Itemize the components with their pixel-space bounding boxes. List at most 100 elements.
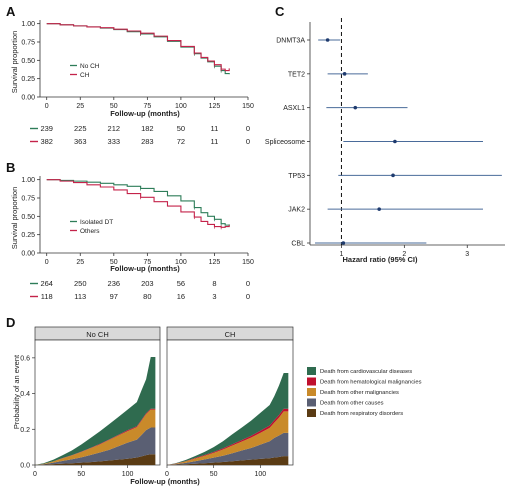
x-tick-label: 50 [110, 103, 118, 110]
legend-label-3: Death from other causes [320, 401, 384, 407]
legend-label-0: Death from cardiovascular diseases [320, 369, 412, 375]
hr-point [342, 72, 347, 76]
x-tick-label: 125 [209, 103, 221, 110]
hr-point [377, 207, 381, 211]
d-x-tick-label: 0 [33, 471, 37, 478]
panel-a-risk-table: 239 225 212 182 50 11 0 382 363 333 283 72 11 0 [30, 124, 250, 146]
risk-count: 363 [74, 137, 87, 146]
hr-point [353, 105, 358, 110]
y-tick-label: 0.75 [21, 40, 35, 47]
hr-point [391, 173, 395, 178]
y-tick-label: 0.25 [21, 76, 35, 83]
risk-count: 97 [110, 292, 118, 301]
risk-count: 11 [211, 124, 219, 133]
risk-count: 283 [141, 137, 154, 146]
risk-count: 250 [74, 279, 87, 288]
panel-a-legend: No CH CH [70, 63, 100, 79]
risk-count: 239 [40, 124, 53, 133]
d-x-tick-label: 0 [165, 471, 169, 478]
panel-a-axes: 0.00 0.25 0.50 0.75 1.00 0 25 50 75 100 125 150 [21, 20, 254, 110]
risk-count: 56 [177, 279, 185, 288]
panel-c-rows: DNMT3A TET2 ASXL1 Spliceosome TP53 JAK2 CBL [265, 38, 502, 248]
panel-letter-c: C [275, 4, 285, 19]
area-0-0 [35, 454, 156, 465]
risk-count: 118 [41, 292, 53, 301]
risk-count: 203 [141, 279, 154, 288]
panel-letter-b: B [6, 160, 15, 175]
panel-b-survival-chart: 0.00 0.25 0.50 0.75 1.00 0 25 50 75 100 125 150 Iso… [10, 176, 254, 301]
panel-d-xlabel: Follow-up (months) [130, 477, 200, 486]
d-x-tick-label: 100 [254, 471, 266, 478]
hr-point [325, 38, 330, 42]
legend-swatch-0 [307, 367, 316, 375]
y-tick-label: 0.75 [21, 196, 35, 203]
x-tick-label: 150 [242, 103, 254, 110]
d-x-tick-label: 100 [122, 471, 134, 478]
panel-a-curves [46, 23, 230, 75]
c-x-tick-label: 3 [465, 251, 469, 258]
panel-b-curves [46, 179, 230, 230]
area-1-1 [167, 432, 289, 465]
risk-count: 382 [40, 137, 53, 146]
panel-d-areas [35, 356, 289, 465]
y-tick-label: 1.00 [21, 177, 35, 184]
risk-count: 0 [246, 137, 250, 146]
x-tick-label: 0 [45, 103, 49, 110]
area-0-2 [35, 409, 156, 465]
legend-label-1: CH [80, 72, 90, 79]
x-tick-label: 100 [175, 259, 187, 266]
x-tick-label: 25 [76, 103, 84, 110]
panel-b-xlabel: Follow-up (months) [110, 264, 180, 273]
panel-b-axes: 0.00 0.25 0.50 0.75 1.00 0 25 50 75 100 125 150 [21, 176, 254, 266]
panel-b-legend: Isolated DT Others [70, 219, 113, 235]
hr-point [341, 241, 346, 245]
gene-label: Spliceosome [265, 139, 305, 146]
legend-label-2: Death from other malignancies [320, 390, 399, 396]
legend-swatch-3 [307, 398, 316, 407]
x-tick-label: 150 [242, 259, 254, 266]
panel-d-legend: Death from cardiovascular diseases Death … [307, 367, 422, 417]
legend-label-4: Death from respiratory disorders [320, 411, 403, 417]
risk-count: 236 [108, 279, 121, 288]
risk-count: 3 [212, 292, 216, 301]
gene-label: DNMT3A [276, 38, 305, 45]
area-0-4 [35, 356, 156, 465]
panel-b-ylabel: Survival proportion [10, 187, 19, 250]
d-y-tick-label: 0.0 [20, 463, 30, 470]
legend-swatch-1 [307, 377, 316, 386]
gene-label: TP53 [288, 173, 305, 180]
panel-letter-d: D [6, 315, 15, 330]
panel-c-forest-plot: 1 2 3 DNMT3A TET2 ASXL1 Spliceosome TP53 JAK2 CB… [265, 18, 505, 264]
risk-count: 80 [143, 292, 151, 301]
x-tick-label: 125 [209, 259, 221, 266]
panel-d-facet-headers: No CH CH [34, 326, 294, 341]
gene-label: ASXL1 [283, 105, 305, 112]
d-y-tick-label: 0.4 [20, 391, 30, 398]
risk-count: 72 [177, 137, 185, 146]
legend-swatch-4 [307, 409, 316, 417]
y-tick-label: 0.00 [21, 251, 35, 258]
d-x-tick-label: 50 [77, 471, 85, 478]
area-1-4 [167, 373, 289, 465]
risk-count: 50 [177, 124, 185, 133]
facet-label-1: CH [225, 330, 236, 339]
y-tick-label: 1.00 [21, 21, 35, 28]
d-y-tick-label: 0.6 [20, 355, 30, 362]
survival-curve-1 [46, 179, 230, 228]
gene-label: JAK2 [288, 207, 305, 214]
d-x-tick-label: 50 [210, 471, 218, 478]
legend-label-0: Isolated DT [80, 219, 113, 226]
x-tick-label: 75 [143, 259, 151, 266]
panel-a-ylabel: Survival proportion [10, 31, 19, 94]
survival-curve-0 [46, 179, 230, 226]
x-tick-label: 25 [76, 259, 84, 266]
y-tick-label: 0.25 [21, 232, 35, 239]
gene-label: TET2 [288, 71, 305, 78]
legend-label-0: No CH [80, 63, 100, 70]
hr-point [393, 139, 397, 144]
legend-label-1: Death from hematological malignancies [320, 380, 422, 386]
x-tick-label: 50 [110, 259, 118, 266]
legend-label-1: Others [80, 228, 100, 235]
